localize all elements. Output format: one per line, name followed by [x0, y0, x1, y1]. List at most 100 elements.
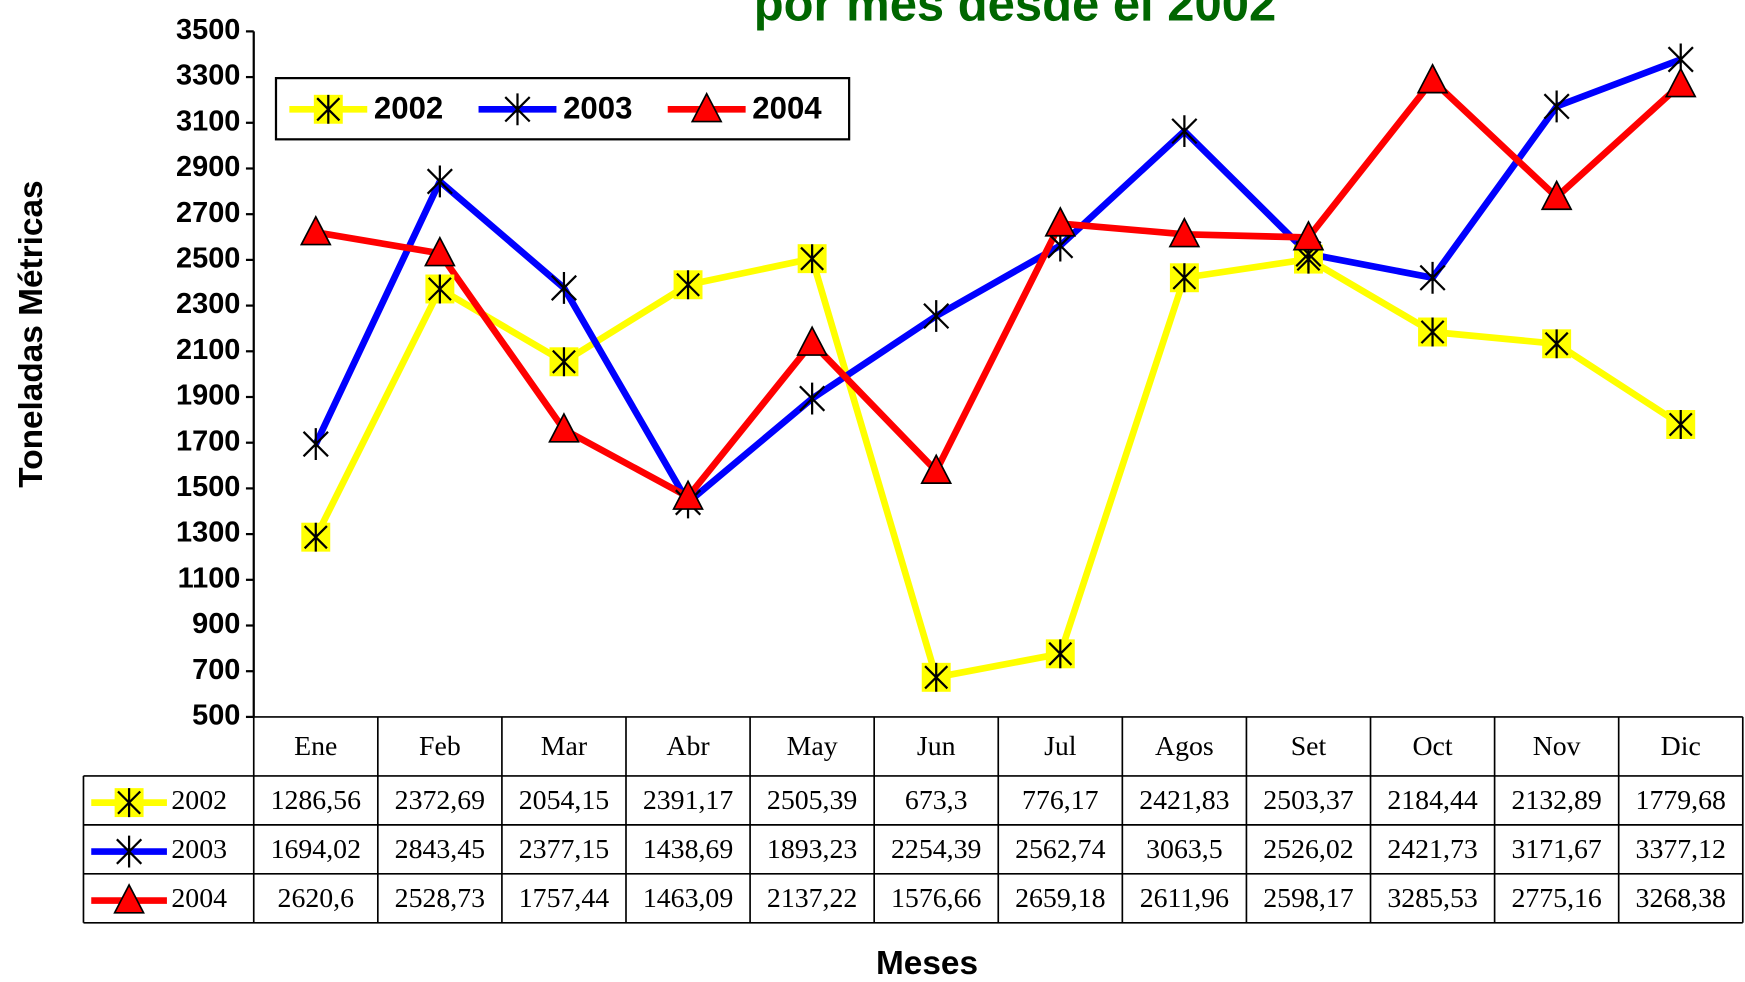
marker	[1418, 317, 1448, 347]
table-cell: 2137,22	[767, 883, 857, 914]
y-tick-label: 2300	[176, 288, 240, 320]
marker-shape	[676, 270, 700, 300]
x-tick-label: Dic	[1661, 731, 1701, 762]
table-cell: 1757,44	[519, 883, 609, 914]
x-tick-label: Abr	[666, 731, 710, 762]
marker	[550, 272, 577, 304]
marker-shape	[427, 274, 452, 304]
marker-shape	[504, 93, 531, 126]
x-tick-label: Ene	[294, 731, 337, 762]
marker-shape	[1172, 263, 1197, 293]
marker-shape	[116, 835, 143, 868]
marker	[672, 479, 704, 510]
table-cell: 3377,12	[1636, 834, 1726, 865]
table-cell: 1286,56	[271, 785, 361, 816]
marker	[1542, 329, 1572, 359]
y-tick-label: 3300	[176, 60, 240, 92]
table-cell: 2421,83	[1139, 785, 1229, 816]
marker	[313, 94, 343, 124]
y-tick-label: 3100	[176, 105, 240, 137]
marker-shape	[1420, 317, 1445, 347]
marker-shape	[800, 244, 825, 274]
table-cell: 2659,18	[1015, 883, 1105, 914]
y-tick-label: 900	[192, 608, 240, 640]
marker	[1416, 62, 1449, 94]
table-row-label: 2003	[171, 834, 227, 865]
marker	[113, 883, 145, 914]
x-tick-label: Set	[1291, 731, 1327, 762]
table-cell: 2132,89	[1511, 785, 1601, 816]
marker	[548, 412, 580, 443]
table-cell: 3063,5	[1146, 834, 1222, 865]
x-tick-label: Feb	[419, 731, 461, 762]
table-cell: 2528,73	[395, 883, 485, 914]
table-cell: 2054,15	[519, 785, 609, 816]
x-tick-label: Mar	[541, 731, 588, 762]
table-cell: 1893,23	[767, 834, 857, 865]
x-axis-label: Meses	[876, 945, 978, 982]
marker-shape	[302, 428, 329, 460]
table-cell: 2843,45	[395, 834, 485, 865]
marker	[302, 428, 329, 460]
marker-shape	[672, 479, 704, 510]
x-tick-label: Jul	[1044, 731, 1077, 762]
marker	[1044, 206, 1077, 237]
table-cell: 2505,39	[767, 785, 857, 816]
x-tick-label: Oct	[1412, 731, 1452, 762]
marker	[1666, 410, 1696, 439]
marker-shape	[552, 347, 576, 377]
marker-shape	[923, 300, 950, 332]
marker	[690, 91, 723, 123]
marker	[1045, 639, 1075, 669]
x-tick-label: Nov	[1533, 731, 1581, 762]
y-tick-label: 700	[192, 654, 240, 686]
table-cell: 2184,44	[1387, 785, 1477, 816]
marker	[796, 325, 828, 356]
series-line	[315, 77, 1683, 501]
legend-label: 2004	[752, 91, 822, 126]
marker	[301, 522, 331, 552]
marker-shape	[548, 412, 580, 443]
table-cell: 2421,73	[1387, 834, 1477, 865]
marker-shape	[299, 214, 332, 246]
marker-shape	[690, 91, 723, 123]
marker-shape	[303, 522, 328, 552]
legend-box	[274, 77, 851, 141]
table-cell: 2391,17	[643, 785, 733, 816]
marker	[424, 235, 456, 267]
marker-shape	[1171, 115, 1198, 148]
marker	[1664, 66, 1697, 98]
marker-shape	[1292, 220, 1325, 251]
table-cell: 1779,68	[1636, 785, 1726, 816]
table-cell: 3171,67	[1511, 834, 1601, 865]
marker	[1168, 216, 1201, 248]
y-tick-label: 500	[192, 700, 240, 732]
marker	[1171, 115, 1198, 148]
table-cell: 2503,37	[1263, 785, 1353, 816]
marker-shape	[1416, 62, 1449, 94]
marker-shape	[550, 272, 577, 304]
y-tick-label: 1500	[176, 471, 240, 503]
table-cell: 1576,66	[891, 883, 981, 914]
marker	[673, 270, 703, 300]
marker-shape	[117, 788, 142, 818]
table-cell: 2254,39	[891, 834, 981, 865]
marker-shape	[316, 94, 341, 124]
marker-shape	[1664, 66, 1697, 98]
table-cell: 2598,17	[1263, 883, 1353, 914]
y-tick-label: 1100	[178, 562, 241, 594]
marker	[504, 93, 531, 126]
y-tick-label: 1300	[176, 517, 240, 549]
marker	[426, 165, 453, 198]
marker	[1540, 179, 1573, 211]
marker-shape	[1540, 179, 1573, 211]
marker-shape	[799, 382, 826, 415]
marker	[1169, 263, 1199, 293]
marker	[799, 382, 826, 415]
marker	[920, 453, 953, 484]
marker-shape	[1543, 90, 1570, 123]
marker-shape	[1048, 639, 1073, 669]
marker-shape	[796, 325, 828, 356]
marker	[1543, 90, 1570, 123]
